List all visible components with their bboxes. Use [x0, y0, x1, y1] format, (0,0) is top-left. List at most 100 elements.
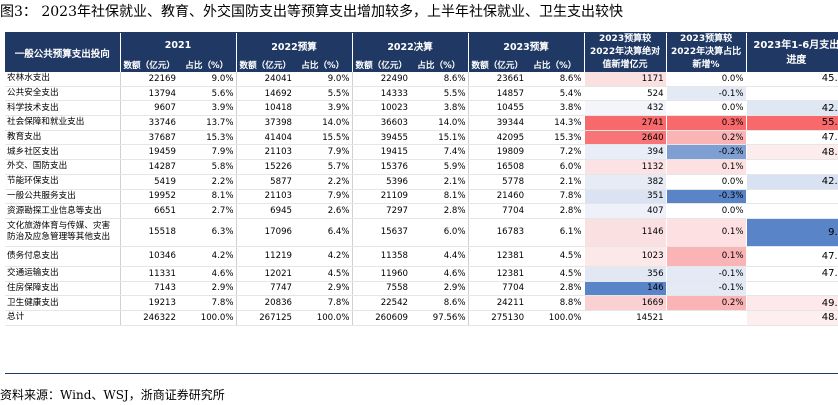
amount-2022-final-cell: 11960	[351, 266, 411, 282]
amount-2022-budget-cell: 10418	[235, 100, 295, 117]
table-row: 教育支出 37687 15.3% 41404 15.5% 39455 15.1% 42095 1…	[5, 130, 838, 146]
amount-2022-final-cell: 39455	[351, 130, 411, 146]
diff-abs-cell: 432	[583, 100, 667, 117]
diff-pct-cell: -0.2%	[665, 144, 747, 161]
share-2023-budget-cell: 2.8%	[526, 281, 585, 297]
share-2023-budget-cell: 7.2%	[526, 144, 585, 161]
share-2022-final-cell: 5.5%	[410, 86, 469, 102]
share-2022-final-cell: 8.6%	[410, 72, 469, 87]
share-2022-budget-cell: 4.2%	[294, 246, 353, 267]
share-2022-budget-cell: 9.0%	[294, 72, 353, 87]
share-2021-cell: 6.3%	[178, 218, 237, 247]
share-2021-cell: 2.7%	[178, 203, 237, 219]
table-row: 债务付息支出 10346 4.2% 11219 4.2% 11358 4.4% 12381 4.…	[5, 246, 838, 267]
share-2021-cell: 2.2%	[178, 174, 237, 190]
amount-2023-budget-cell: 14857	[467, 86, 527, 102]
amount-2023-budget-cell: 12381	[467, 246, 527, 267]
diff-pct-cell: 0.2%	[665, 295, 747, 311]
share-2022-final-cell: 4.4%	[410, 246, 469, 267]
share-2023-budget-cell: 15.3%	[526, 130, 585, 146]
amount-2022-budget-cell: 5877	[235, 174, 295, 190]
amount-2022-budget-cell: 17096	[235, 218, 295, 247]
amount-2023-budget-cell: 10455	[467, 100, 527, 117]
amount-2021-cell: 7143	[119, 281, 178, 297]
category-cell: 债务付息支出	[5, 246, 120, 267]
share-2022-budget-cell: 7.8%	[294, 295, 353, 311]
share-2022-budget-cell: 2.6%	[294, 203, 353, 219]
share-2022-final-cell: 8.6%	[410, 295, 469, 311]
amount-2022-final-cell: 15637	[351, 218, 411, 247]
amount-2023-budget-cell: 21460	[467, 189, 527, 205]
share-2022-budget-cell: 5.5%	[294, 86, 353, 102]
table-row: 外交、国防支出 14287 5.8% 15226 5.7% 15376 5.9% 16508 6…	[5, 159, 838, 175]
diff-abs-cell: 14521	[583, 310, 667, 326]
diff-pct-cell: 0.1%	[665, 246, 747, 267]
diff-pct-cell: 0.0%	[665, 72, 747, 87]
category-cell: 总计	[5, 310, 120, 326]
diff-abs-cell: 382	[583, 174, 667, 190]
progress-cell	[745, 203, 838, 219]
share-2023-budget-cell: 7.8%	[526, 189, 585, 205]
share-2022-final-cell: 3.8%	[410, 100, 469, 117]
table-row: 资源勘探工业信息等支出 6651 2.7% 6945 2.6% 7297 2.8% 7704 2…	[5, 203, 838, 219]
share-2022-budget-cell: 6.4%	[294, 218, 353, 247]
amount-2021-cell: 14287	[119, 159, 178, 175]
amount-2023-budget-cell: 23661	[467, 72, 527, 87]
amount-2022-budget-cell: 24041	[235, 72, 295, 87]
amount-2022-final-cell: 14333	[351, 86, 411, 102]
category-cell: 住房保障支出	[5, 281, 120, 297]
share-2023-budget-cell: 8.8%	[526, 295, 585, 311]
header-2023-budget: 2023预算	[467, 33, 585, 58]
share-2022-final-cell: 97.56%	[410, 310, 469, 326]
header-share: 占比（%）	[526, 58, 585, 72]
amount-2023-budget-cell: 16508	[467, 159, 527, 175]
diff-pct-cell: -0.1%	[665, 281, 747, 297]
amount-2022-budget-cell: 12021	[235, 266, 295, 282]
share-2022-budget-cell: 3.9%	[294, 100, 353, 117]
table-row: 文化旅游体育与传媒、灾害防治及应急管理等其他支出 15518 6.3% 17096 6.…	[5, 218, 838, 247]
amount-2022-final-cell: 36603	[351, 115, 411, 131]
category-cell: 文化旅游体育与传媒、灾害防治及应急管理等其他支出	[5, 218, 120, 247]
amount-2023-budget-cell: 39344	[467, 115, 527, 131]
amount-2022-final-cell: 7558	[351, 281, 411, 297]
header-category: 一般公共预算支出投向	[5, 33, 120, 72]
share-2022-budget-cell: 7.9%	[294, 189, 353, 205]
amount-2021-cell: 6651	[119, 203, 178, 219]
header-diff-pct: 2023预算较2022年决算占比新增%	[665, 33, 747, 72]
progress-cell: 9.8	[745, 218, 838, 247]
share-2023-budget-cell: 6.0%	[526, 159, 585, 175]
share-2022-final-cell: 14.0%	[410, 115, 469, 131]
progress-cell: 48.9	[745, 144, 838, 161]
progress-cell	[745, 281, 838, 297]
progress-cell: 47.5	[745, 266, 838, 282]
amount-2022-final-cell: 19415	[351, 144, 411, 161]
amount-2023-budget-cell: 24211	[467, 295, 527, 311]
share-2023-budget-cell: 100.0%	[526, 310, 585, 326]
diff-pct-cell	[665, 310, 747, 326]
amount-2021-cell: 246322	[119, 310, 178, 326]
progress-cell: 55.4	[745, 115, 838, 131]
table-row: 卫生健康支出 19213 7.8% 20836 7.8% 22542 8.6% 24211 8.…	[5, 295, 838, 311]
diff-pct-cell: 0.3%	[665, 115, 747, 131]
diff-abs-cell: 351	[583, 189, 667, 205]
share-2022-budget-cell: 7.9%	[294, 144, 353, 161]
share-2022-budget-cell: 5.7%	[294, 159, 353, 175]
diff-abs-cell: 2741	[583, 115, 667, 131]
diff-pct-cell: 0.0%	[665, 100, 747, 117]
header-2021: 2021	[119, 33, 237, 58]
spending-table-wrapper: 一般公共预算支出投向 2021 2022预算 2022决算 2023预算 202…	[5, 32, 838, 374]
amount-2023-budget-cell: 19809	[467, 144, 527, 161]
category-cell: 公共安全支出	[5, 86, 120, 102]
amount-2021-cell: 33746	[119, 115, 178, 131]
share-2021-cell: 100.0%	[178, 310, 237, 326]
diff-abs-cell: 394	[583, 144, 667, 161]
share-2022-final-cell: 6.0%	[410, 218, 469, 247]
progress-cell: 47.9	[745, 130, 838, 146]
amount-2023-budget-cell: 42095	[467, 130, 527, 146]
amount-2023-budget-cell: 275130	[467, 310, 527, 326]
table-row: 社会保障和就业支出 33746 13.7% 37398 14.0% 36603 14.0% 3…	[5, 115, 838, 131]
diff-pct-cell: -0.3%	[665, 189, 747, 205]
share-2021-cell: 4.6%	[178, 266, 237, 282]
table-row: 城乡社区支出 19459 7.9% 21103 7.9% 19415 7.4% 19809 7.…	[5, 144, 838, 161]
share-2023-budget-cell: 14.3%	[526, 115, 585, 131]
